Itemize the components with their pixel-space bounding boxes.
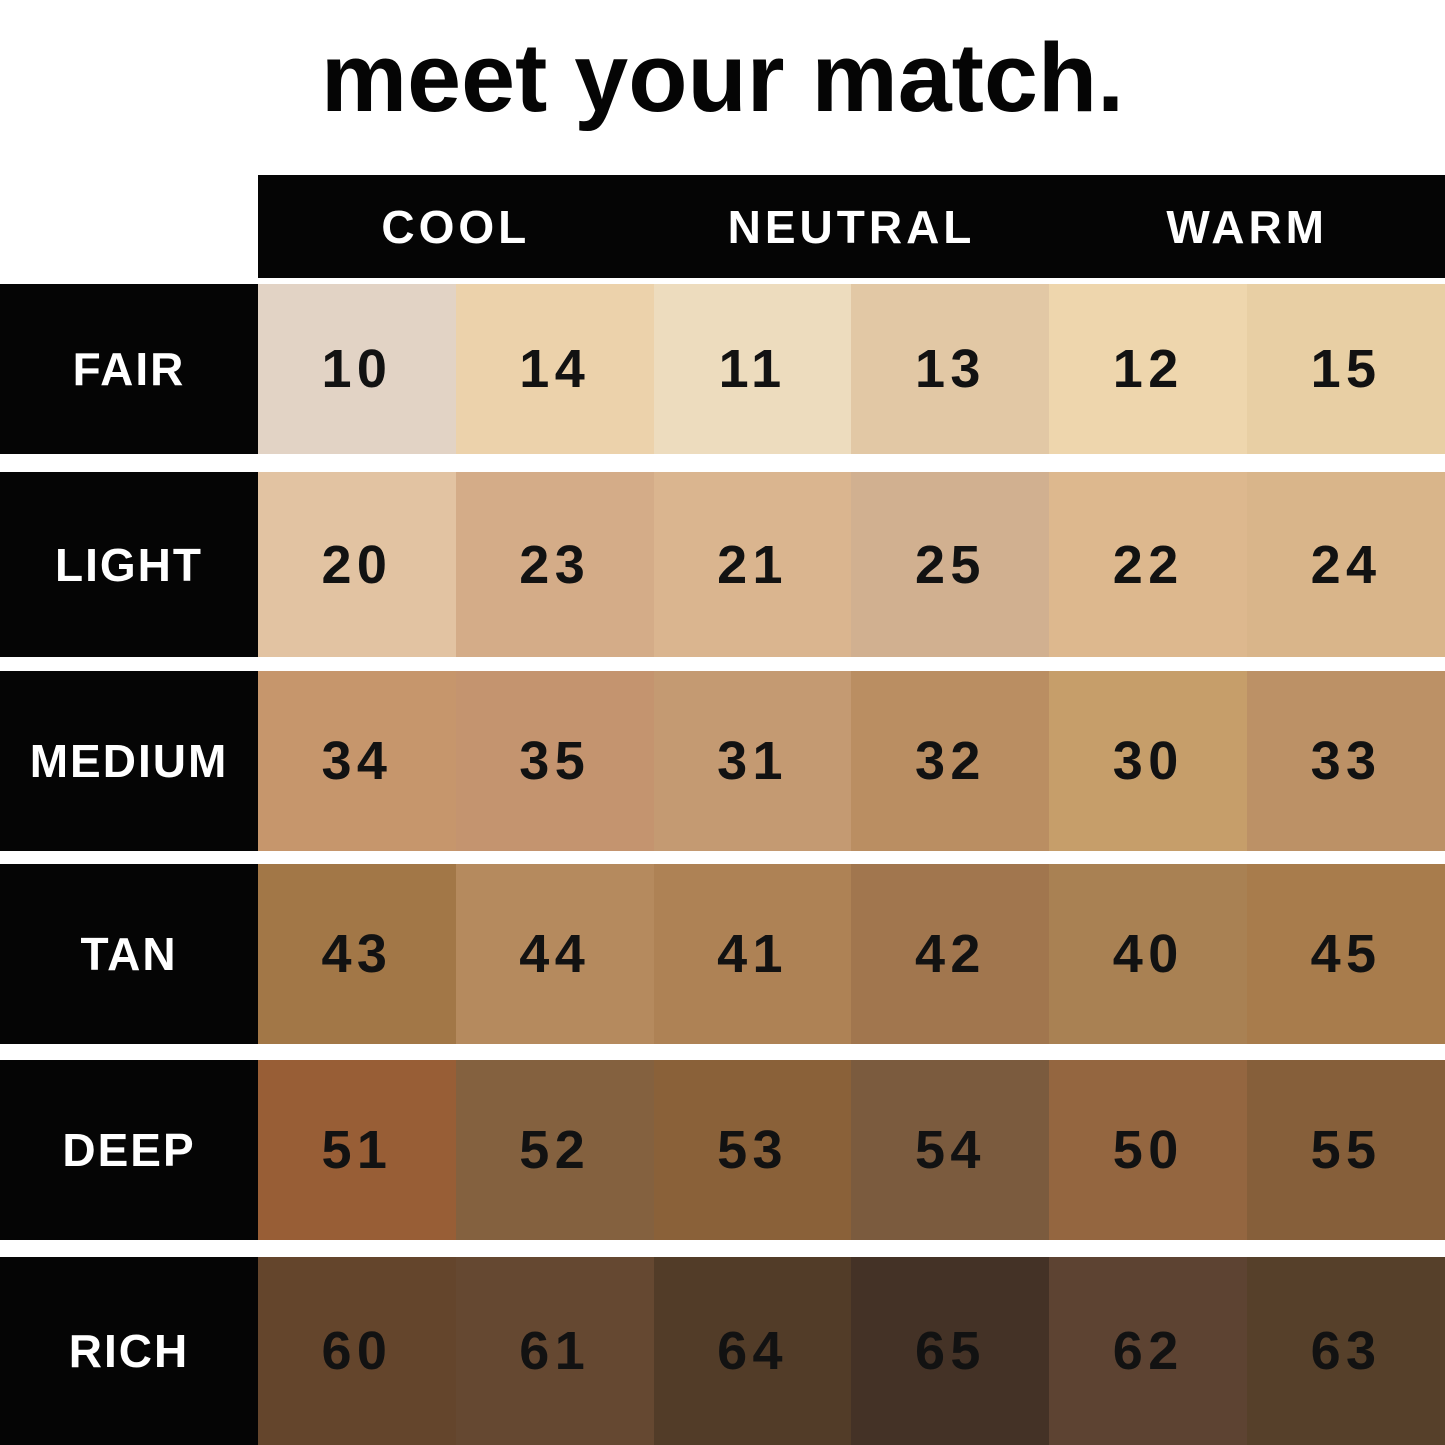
row-label-medium: MEDIUM (0, 671, 258, 851)
shade-number: 61 (519, 1321, 591, 1381)
shade-number: 55 (1310, 1120, 1382, 1180)
shade-number: 41 (717, 924, 788, 984)
shade-number: 63 (1310, 1321, 1382, 1381)
shade-number: 40 (1112, 924, 1184, 984)
swatch-strip-light: 20 23 21 25 22 24 (258, 472, 1445, 657)
undertone-header-neutral: NEUTRAL (727, 200, 976, 253)
shade-swatch-41: 41 (653, 864, 852, 1044)
shade-swatch-45: 45 (1247, 864, 1445, 1044)
shade-number: 15 (1310, 339, 1382, 399)
shade-number: 22 (1112, 534, 1184, 595)
shade-number: 60 (321, 1321, 393, 1381)
shade-number: 23 (519, 534, 591, 595)
shade-number: 45 (1310, 924, 1382, 984)
shade-number: 32 (914, 731, 986, 791)
shade-swatch-64: 64 (653, 1257, 852, 1445)
shade-number: 31 (717, 731, 788, 791)
shade-number: 11 (718, 339, 787, 399)
shade-swatch-62: 62 (1049, 1257, 1248, 1445)
shade-swatch-31: 31 (653, 671, 852, 851)
shade-number: 33 (1310, 731, 1382, 791)
shade-number: 12 (1112, 339, 1184, 399)
undertone-header-bar: COOL NEUTRAL WARM (258, 175, 1445, 278)
shade-row-fair: FAIR 10 14 11 13 12 15 (0, 284, 1445, 454)
shade-swatch-61: 61 (455, 1257, 654, 1445)
shade-number: 25 (914, 534, 986, 595)
shade-row-rich: RICH 60 61 64 65 62 63 (0, 1257, 1445, 1445)
shade-swatch-21: 21 (653, 472, 852, 657)
shade-swatch-12: 12 (1049, 284, 1248, 454)
shade-swatch-51: 51 (258, 1060, 456, 1240)
shade-row-light: LIGHT 20 23 21 25 22 24 (0, 472, 1445, 657)
swatch-strip-fair: 10 14 11 13 12 15 (258, 284, 1445, 454)
shade-row-tan: TAN 43 44 41 42 40 45 (0, 864, 1445, 1044)
shade-swatch-14: 14 (455, 284, 654, 454)
swatch-strip-tan: 43 44 41 42 40 45 (258, 864, 1445, 1044)
shade-number: 24 (1310, 534, 1382, 595)
row-label-light: LIGHT (0, 472, 258, 657)
shade-number: 64 (717, 1321, 788, 1381)
shade-number: 30 (1112, 731, 1184, 791)
shade-number: 21 (717, 534, 788, 595)
shade-swatch-63: 63 (1247, 1257, 1445, 1445)
shade-row-medium: MEDIUM 34 35 31 32 30 33 (0, 671, 1445, 851)
shade-number: 54 (914, 1120, 986, 1180)
row-label-deep: DEEP (0, 1060, 258, 1240)
undertone-header-cool: COOL (381, 200, 531, 253)
shade-swatch-15: 15 (1247, 284, 1445, 454)
undertone-header-warm: WARM (1166, 200, 1328, 253)
shade-number: 52 (519, 1120, 591, 1180)
shade-swatch-55: 55 (1247, 1060, 1445, 1240)
shade-swatch-24: 24 (1247, 472, 1445, 657)
shade-number: 44 (519, 924, 591, 984)
shade-swatch-42: 42 (851, 864, 1050, 1044)
shade-swatch-22: 22 (1049, 472, 1248, 657)
shade-swatch-25: 25 (851, 472, 1050, 657)
shade-swatch-60: 60 (258, 1257, 456, 1445)
page-title: meet your match. (320, 23, 1125, 132)
shade-row-deep: DEEP 51 52 53 54 50 55 (0, 1060, 1445, 1240)
shade-swatch-54: 54 (851, 1060, 1050, 1240)
shade-swatch-53: 53 (653, 1060, 852, 1240)
swatch-strip-deep: 51 52 53 54 50 55 (258, 1060, 1445, 1240)
shade-number: 35 (519, 731, 591, 791)
shade-swatch-65: 65 (851, 1257, 1050, 1445)
shade-swatch-44: 44 (455, 864, 654, 1044)
shade-swatch-13: 13 (851, 284, 1050, 454)
shade-swatch-20: 20 (258, 472, 456, 657)
shade-number: 51 (321, 1120, 393, 1180)
shade-number: 62 (1112, 1321, 1184, 1381)
shade-number: 42 (914, 924, 986, 984)
swatch-strip-medium: 34 35 31 32 30 33 (258, 671, 1445, 851)
shade-number: 10 (321, 339, 393, 399)
shade-swatch-23: 23 (455, 472, 654, 657)
shade-swatch-43: 43 (258, 864, 456, 1044)
shade-number: 50 (1112, 1120, 1184, 1180)
swatch-strip-rich: 60 61 64 65 62 63 (258, 1257, 1445, 1445)
shade-swatch-40: 40 (1049, 864, 1248, 1044)
shade-number: 34 (321, 731, 393, 791)
shade-swatch-34: 34 (258, 671, 456, 851)
shade-swatch-33: 33 (1247, 671, 1445, 851)
shade-swatch-10: 10 (258, 284, 456, 454)
shade-number: 43 (321, 924, 393, 984)
shade-swatch-32: 32 (851, 671, 1050, 851)
shade-swatch-35: 35 (455, 671, 654, 851)
shade-swatch-52: 52 (455, 1060, 654, 1240)
shade-swatch-11: 11 (653, 284, 852, 454)
shade-number: 13 (914, 339, 986, 399)
shade-number: 53 (717, 1120, 788, 1180)
shade-swatch-30: 30 (1049, 671, 1248, 851)
row-label-tan: TAN (0, 864, 258, 1044)
shade-number: 14 (519, 339, 591, 399)
shade-swatch-50: 50 (1049, 1060, 1248, 1240)
row-label-fair: FAIR (0, 284, 258, 454)
shade-number: 20 (321, 534, 393, 595)
row-label-rich: RICH (0, 1257, 258, 1445)
shade-number: 65 (914, 1321, 986, 1381)
